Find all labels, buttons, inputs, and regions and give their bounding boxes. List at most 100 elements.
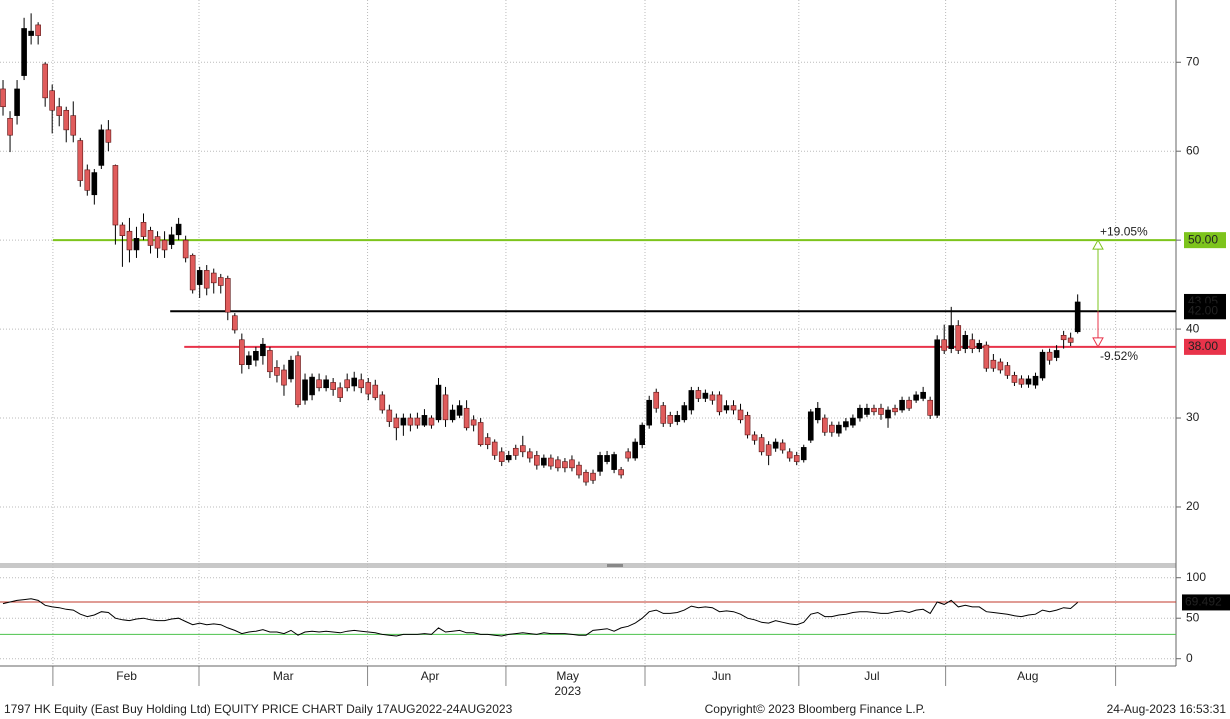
rsi-line xyxy=(2,598,1079,637)
candle-body xyxy=(681,405,688,421)
candle-body xyxy=(519,445,526,453)
candle-body xyxy=(246,355,252,365)
candle-body xyxy=(316,379,322,389)
candle-body xyxy=(969,339,976,349)
candle-body xyxy=(56,106,63,116)
candle-body xyxy=(597,455,603,472)
x-year-label: 2023 xyxy=(554,684,581,698)
candle-body xyxy=(562,461,568,469)
footer-center: Copyright© 2023 Bloomberg Finance L.P. xyxy=(705,702,926,716)
candle-body xyxy=(667,415,674,424)
candle-body xyxy=(168,234,175,245)
candle-body xyxy=(836,424,842,434)
candle-body xyxy=(674,415,681,422)
x-tick-label: Jul xyxy=(864,669,879,683)
x-tick-label: May xyxy=(556,669,579,683)
candle-body xyxy=(147,230,154,246)
candle-body xyxy=(189,254,196,291)
candle-body xyxy=(154,236,161,249)
candle-body xyxy=(927,399,933,416)
candle-body xyxy=(161,239,168,251)
divider-handle xyxy=(607,564,623,567)
candle-body xyxy=(569,459,575,469)
candle-body xyxy=(267,350,273,373)
x-tick-label: Mar xyxy=(273,669,294,683)
candle-body xyxy=(435,384,442,421)
candle-body xyxy=(997,361,1004,371)
candle-body xyxy=(646,399,653,426)
y-tick-label: 30 xyxy=(1186,410,1200,424)
candle-body xyxy=(751,434,758,441)
candle-body xyxy=(618,469,624,476)
candle-body xyxy=(625,451,631,459)
candle-body xyxy=(119,224,126,236)
candle-body xyxy=(555,459,561,469)
candle-body xyxy=(414,417,421,426)
candle-body xyxy=(1053,350,1060,358)
annotation: -9.52% xyxy=(1100,349,1138,363)
candle-body xyxy=(21,28,27,76)
candle-body xyxy=(175,223,182,236)
candle-body xyxy=(386,409,393,422)
level-box xyxy=(1184,338,1226,355)
candle-body xyxy=(274,367,280,376)
candle-body xyxy=(800,447,807,461)
candle-body xyxy=(351,377,358,387)
candle-body xyxy=(98,129,105,166)
candle-body xyxy=(653,391,660,409)
candle-body xyxy=(737,409,744,421)
candle-body xyxy=(632,441,638,459)
candle-body xyxy=(505,455,512,461)
panel-divider xyxy=(0,563,1176,568)
candle-body xyxy=(892,407,898,413)
candle-body xyxy=(772,441,779,449)
candle-body xyxy=(0,88,6,108)
candle-body xyxy=(182,239,189,259)
candle-body xyxy=(976,343,983,349)
candle-body xyxy=(716,394,723,413)
x-tick-label: Apr xyxy=(421,669,440,683)
candle-body xyxy=(913,394,919,401)
candle-body xyxy=(512,447,519,456)
y-tick-label: 40 xyxy=(1186,321,1200,335)
candle-body xyxy=(105,129,112,143)
footer-right: 24-Aug-2023 16:53:31 xyxy=(1107,702,1227,716)
x-tick-label: Feb xyxy=(116,669,137,683)
candle-body xyxy=(807,411,814,441)
candle-body xyxy=(35,24,41,36)
level-label: 42.00 xyxy=(1188,303,1218,317)
candle-body xyxy=(955,325,962,351)
candle-body xyxy=(899,399,905,411)
candle-body xyxy=(470,419,477,426)
footer-left: 1797 HK Equity (East Buy Holding Ltd) EQ… xyxy=(4,702,513,716)
candle-body xyxy=(604,455,610,462)
candle-body xyxy=(42,63,48,99)
candle-body xyxy=(358,379,365,389)
candle-body xyxy=(709,394,716,401)
arrow-head xyxy=(1092,239,1104,250)
candle-body xyxy=(428,417,435,426)
candle-body xyxy=(49,90,55,111)
candle-body xyxy=(1060,335,1067,341)
candle-body xyxy=(576,464,582,476)
candle-body xyxy=(133,238,140,251)
candle-body xyxy=(463,407,470,429)
candle-body xyxy=(203,270,210,289)
candle-body xyxy=(477,422,484,446)
y-tick-label: 70 xyxy=(1186,54,1200,68)
candle-body xyxy=(871,407,877,413)
candle-body xyxy=(484,437,491,446)
candle-body xyxy=(196,270,203,285)
candle-body xyxy=(758,437,765,453)
candle-body xyxy=(295,355,301,405)
level-box xyxy=(1184,232,1226,249)
candle-body xyxy=(1004,365,1011,376)
candle-body xyxy=(1039,351,1046,379)
candle-body xyxy=(498,451,505,462)
last-value-box xyxy=(1182,594,1230,611)
candle-body xyxy=(217,277,224,286)
candle-body xyxy=(70,115,77,136)
candle-body xyxy=(786,451,793,459)
candle-body xyxy=(639,424,645,446)
candle-body xyxy=(84,169,91,191)
